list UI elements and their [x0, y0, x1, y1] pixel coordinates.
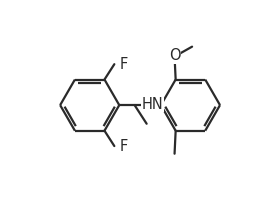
Text: F: F: [119, 139, 127, 154]
Text: F: F: [119, 57, 127, 72]
Text: O: O: [169, 48, 180, 63]
Text: HN: HN: [141, 97, 163, 111]
